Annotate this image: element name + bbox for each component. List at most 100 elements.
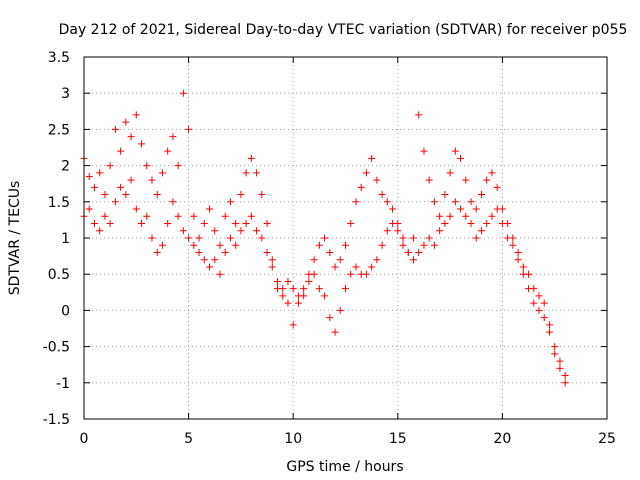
data-point xyxy=(211,227,219,235)
data-point xyxy=(441,220,449,228)
data-point xyxy=(294,299,302,307)
data-point xyxy=(242,169,250,177)
data-point xyxy=(462,176,470,184)
y-tick-label: 0 xyxy=(61,303,70,319)
y-tick-label: 1 xyxy=(61,231,70,247)
data-point xyxy=(164,147,172,155)
data-point xyxy=(404,248,412,256)
data-point xyxy=(253,169,261,177)
data-point xyxy=(540,299,548,307)
data-point xyxy=(336,306,344,314)
data-point xyxy=(446,169,454,177)
y-tick-label: -0.5 xyxy=(43,340,70,356)
data-point xyxy=(321,292,329,300)
data-point xyxy=(430,241,438,249)
data-point xyxy=(336,256,344,264)
data-point xyxy=(232,241,240,249)
data-point xyxy=(221,248,229,256)
data-point xyxy=(551,350,559,358)
data-point xyxy=(373,176,381,184)
x-tick-label: 20 xyxy=(493,431,511,447)
data-point xyxy=(169,133,177,141)
data-point xyxy=(132,111,140,119)
data-point xyxy=(85,205,93,213)
data-point xyxy=(122,191,130,199)
data-point xyxy=(409,256,417,264)
data-point xyxy=(153,248,161,256)
data-point xyxy=(514,256,522,264)
data-point xyxy=(483,220,491,228)
data-point xyxy=(274,285,282,293)
data-point xyxy=(143,212,151,220)
data-point xyxy=(258,234,266,242)
data-point xyxy=(96,227,104,235)
data-point xyxy=(315,285,323,293)
data-point xyxy=(457,154,465,162)
data-point xyxy=(446,212,454,220)
x-tick-label: 15 xyxy=(389,431,407,447)
data-point xyxy=(279,292,287,300)
data-point xyxy=(467,220,475,228)
data-point xyxy=(221,212,229,220)
data-point xyxy=(169,198,177,206)
data-point xyxy=(174,212,182,220)
data-point xyxy=(190,212,198,220)
data-point xyxy=(331,328,339,336)
data-point xyxy=(525,285,533,293)
data-point xyxy=(519,270,527,278)
data-point xyxy=(409,234,417,242)
data-marks xyxy=(80,89,569,387)
data-point xyxy=(247,212,255,220)
data-point xyxy=(164,220,172,228)
x-tick-label: 10 xyxy=(284,431,302,447)
data-point xyxy=(368,154,376,162)
data-point xyxy=(185,125,193,133)
data-point xyxy=(415,111,423,119)
data-point xyxy=(321,234,329,242)
x-tick-label: 25 xyxy=(598,431,616,447)
data-point xyxy=(535,306,543,314)
data-point xyxy=(326,248,334,256)
data-point xyxy=(488,169,496,177)
y-tick-labels: -1.5 -1 -0.5 0 0.5 1 1.5 2 2.5 3 3.5 xyxy=(43,50,70,428)
data-point xyxy=(551,343,559,351)
data-point xyxy=(362,169,370,177)
ticks xyxy=(83,56,608,420)
data-point xyxy=(138,220,146,228)
x-tick-label: 5 xyxy=(184,431,193,447)
y-tick-label: -1 xyxy=(56,376,70,392)
data-point xyxy=(206,263,214,271)
y-axis-label: SDTVAR / TECUs xyxy=(7,181,23,296)
data-point xyxy=(195,234,203,242)
data-point xyxy=(540,314,548,322)
data-point xyxy=(138,140,146,148)
data-point xyxy=(268,256,276,264)
data-point xyxy=(310,270,318,278)
data-point xyxy=(143,162,151,170)
data-point xyxy=(200,256,208,264)
data-point xyxy=(247,154,255,162)
data-point xyxy=(462,212,470,220)
data-point xyxy=(378,241,386,249)
data-point xyxy=(226,234,234,242)
data-point xyxy=(545,321,553,329)
data-point xyxy=(457,205,465,213)
data-point xyxy=(179,89,187,97)
data-point xyxy=(148,176,156,184)
data-point xyxy=(561,379,569,387)
data-point xyxy=(326,314,334,322)
data-point xyxy=(190,241,198,249)
data-point xyxy=(111,125,119,133)
data-point xyxy=(242,220,250,228)
data-point xyxy=(415,248,423,256)
data-point xyxy=(106,162,114,170)
data-point xyxy=(493,205,501,213)
y-tick-label: 3 xyxy=(61,86,70,102)
grid xyxy=(84,57,607,419)
data-point xyxy=(342,241,349,249)
data-point xyxy=(535,292,543,300)
x-tick-label: 0 xyxy=(80,431,89,447)
data-point xyxy=(472,205,480,213)
data-point xyxy=(362,270,370,278)
data-point xyxy=(174,162,182,170)
